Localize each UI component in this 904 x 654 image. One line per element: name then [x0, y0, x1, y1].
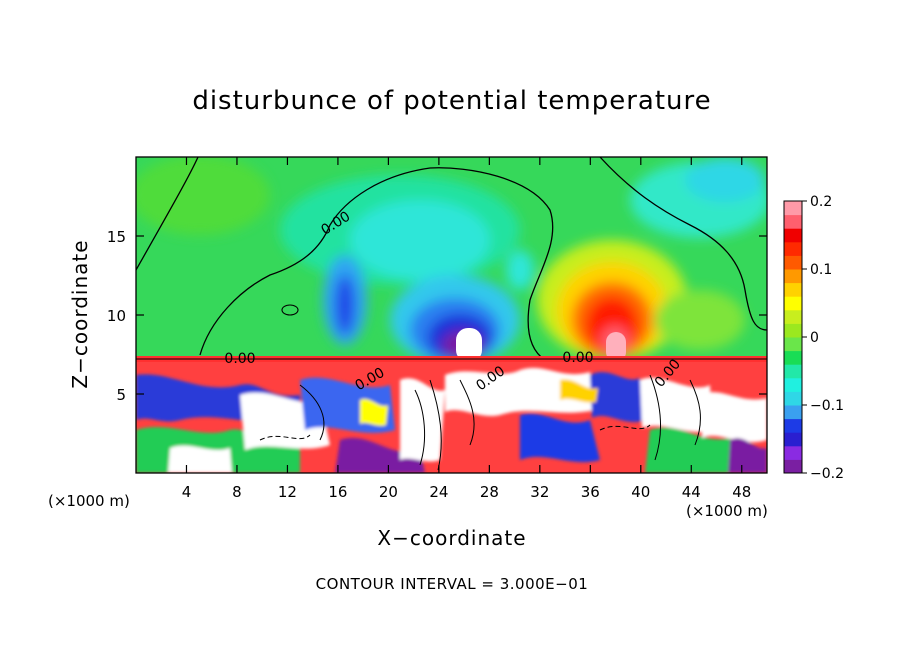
colorbar-tick-label: −0.1	[810, 398, 844, 414]
colorbar-tick-label: 0.1	[810, 262, 832, 278]
x-tick-label: 32	[530, 483, 549, 501]
colorbar-swatch	[784, 241, 802, 256]
x-axis-label: X−coordinate	[377, 526, 527, 550]
colorbar-swatch	[784, 255, 802, 270]
x-tick-label: 8	[232, 483, 242, 501]
x-tick-label: 40	[631, 483, 650, 501]
colorbar-swatch	[784, 418, 802, 433]
colorbar-swatch	[784, 296, 802, 311]
y-tick-label: 5	[116, 386, 126, 404]
colorbar-swatch	[784, 377, 802, 392]
colorbar-swatch	[784, 432, 802, 447]
colorbar-swatch	[784, 214, 802, 229]
colorbar-swatch	[784, 282, 802, 297]
x-unit-right: (×1000 m)	[686, 502, 768, 520]
colorbar-tick-label: 0.2	[810, 194, 832, 210]
y-axis: 5 10 15	[107, 228, 767, 404]
colorbar-swatch	[784, 459, 802, 474]
colorbar-swatch	[784, 337, 802, 352]
upper-field	[136, 157, 767, 365]
x-tick-label: 20	[379, 483, 398, 501]
colorbar-swatch	[784, 228, 802, 243]
colorbar-tick-label: 0	[810, 330, 819, 346]
chart-title: disturbunce of potential temperature	[192, 86, 712, 116]
y-axis-label: Z−coordinate	[68, 239, 92, 389]
x-tick-label: 4	[182, 483, 192, 501]
colorbar: 0.2 0.1 0 −0.1 −0.2	[783, 194, 844, 482]
colorbar-swatch	[784, 350, 802, 365]
colorbar-swatch	[784, 364, 802, 379]
x-tick-label: 24	[429, 483, 448, 501]
x-tick-label: 48	[732, 483, 751, 501]
contour-interval-note: CONTOUR INTERVAL = 3.000E−01	[315, 575, 589, 593]
y-tick-label: 10	[107, 307, 126, 325]
colorbar-swatch	[784, 201, 802, 216]
contour-label: 0.00	[224, 351, 255, 367]
colorbar-swatch	[784, 309, 802, 324]
colorbar-swatch	[784, 269, 802, 284]
x-axis: 4 8 12 16 20 24 28 32 36 40 44 48	[182, 157, 751, 501]
colorbar-tick-label: −0.2	[810, 466, 844, 482]
x-unit-left: (×1000 m)	[48, 492, 130, 510]
x-tick-label: 28	[480, 483, 499, 501]
x-tick-label: 16	[328, 483, 347, 501]
lower-field	[136, 362, 767, 473]
colorbar-swatch	[784, 323, 802, 338]
contour-label: 0.00	[562, 350, 593, 366]
y-tick-label: 15	[107, 228, 126, 246]
x-tick-label: 36	[581, 483, 600, 501]
colorbar-swatch	[784, 445, 802, 460]
colorbar-swatch	[784, 391, 802, 406]
colorbar-swatch	[784, 405, 802, 420]
x-tick-label: 44	[682, 483, 701, 501]
x-tick-label: 12	[278, 483, 297, 501]
